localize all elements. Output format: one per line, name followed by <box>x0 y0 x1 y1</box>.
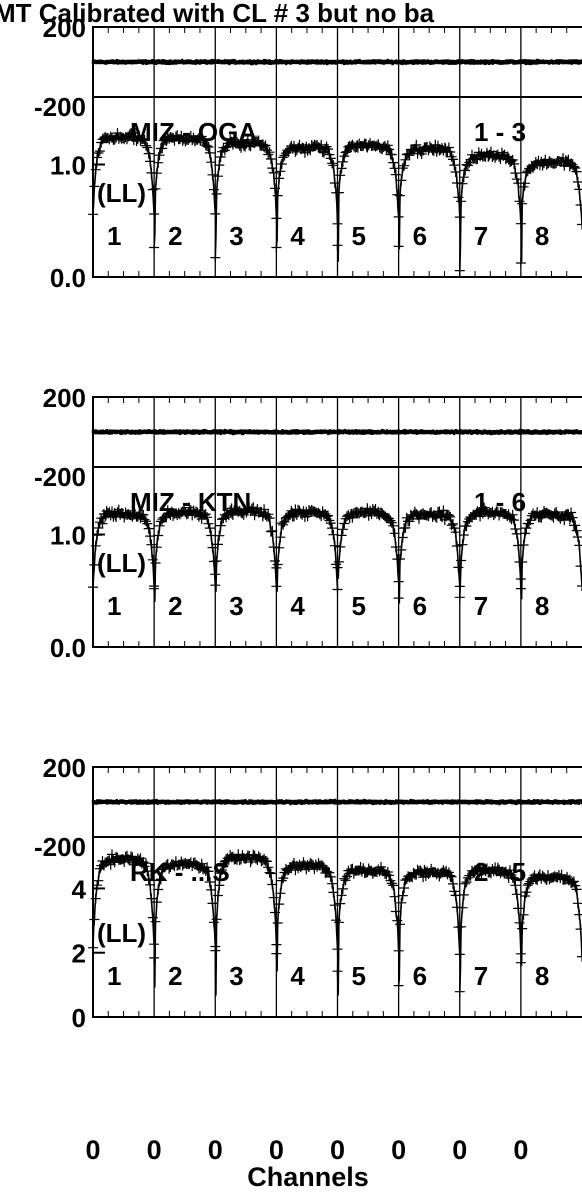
x-tick-label: 0 <box>513 1135 528 1165</box>
phase-points <box>91 798 582 806</box>
spw-label-4: 4 <box>290 961 305 991</box>
spw-label-7: 7 <box>474 961 488 991</box>
baseline-label: RK - ...S <box>130 857 230 887</box>
x-tick-label: 0 <box>208 1135 223 1165</box>
chart-title: MT Calibrated with CL # 3 but no ba <box>0 0 435 28</box>
spw-label-3: 3 <box>229 591 243 621</box>
spw-label-8: 8 <box>535 961 549 991</box>
spw-label-1: 1 <box>107 221 121 251</box>
polarization-label: (LL) <box>97 548 146 578</box>
spw-label-8: 8 <box>535 591 549 621</box>
baseline-number-label: 1 - 3 <box>474 117 526 147</box>
spw-label-6: 6 <box>413 961 427 991</box>
x-tick-label: 0 <box>147 1135 162 1165</box>
amplitude-frame <box>92 466 582 648</box>
phase-tick-label: -200 <box>34 832 86 862</box>
spw-label-3: 3 <box>229 961 243 991</box>
x-tick-label: 0 <box>452 1135 467 1165</box>
amplitude-markers <box>88 502 582 604</box>
spw-label-1: 1 <box>107 591 121 621</box>
spw-label-8: 8 <box>535 221 549 251</box>
spw-label-2: 2 <box>168 961 182 991</box>
baseline-number-label: 2 - 5 <box>474 857 526 887</box>
polarization-label: (LL) <box>97 178 146 208</box>
phase-tick-label: -200 <box>34 462 86 492</box>
x-axis-label: Channels <box>247 1162 369 1192</box>
spw-label-5: 5 <box>352 961 366 991</box>
spw-label-3: 3 <box>229 221 243 251</box>
spw-label-7: 7 <box>474 591 488 621</box>
phase-tick-label: -200 <box>34 92 86 122</box>
spw-label-1: 1 <box>107 961 121 991</box>
spw-label-2: 2 <box>168 221 182 251</box>
spw-label-4: 4 <box>290 591 305 621</box>
phase-points <box>91 58 582 66</box>
amplitude-tick-label: 1.0 <box>50 521 86 551</box>
phase-tick-label: 200 <box>43 13 86 43</box>
baseline-label: MIZ - OGA <box>130 117 257 147</box>
phase-tick-label: 200 <box>43 753 86 783</box>
x-tick-label: 0 <box>85 1135 100 1165</box>
x-tick-label: 0 <box>391 1135 406 1165</box>
amplitude-tick-label: 1.0 <box>50 151 86 181</box>
spw-label-2: 2 <box>168 591 182 621</box>
spw-label-6: 6 <box>413 591 427 621</box>
amplitude-tick-label: 0.0 <box>50 633 86 663</box>
amplitude-tick-label: 0.0 <box>50 263 86 293</box>
spw-label-4: 4 <box>290 221 305 251</box>
phase-points <box>91 428 582 436</box>
amplitude-tick-label: 4 <box>72 874 87 904</box>
amplitude-tick-label: 0 <box>72 1003 86 1033</box>
baseline-number-label: 1 - 6 <box>474 487 526 517</box>
polarization-label: (LL) <box>97 918 146 948</box>
x-tick-label: 0 <box>269 1135 284 1165</box>
panel-2: 200 -200 0.0 1.0 MIZ - KTN 1 - 6 (LL) 1 2 3 4 5 6 7 8 <box>34 383 582 663</box>
spw-label-5: 5 <box>352 591 366 621</box>
amplitude-markers <box>88 127 582 276</box>
baseline-label: MIZ - KTN <box>130 487 251 517</box>
x-tick-label: 0 <box>330 1135 345 1165</box>
phase-tick-label: 200 <box>43 383 86 413</box>
amplitude-tick-label: 2 <box>72 939 86 969</box>
spw-label-6: 6 <box>413 221 427 251</box>
amplitude-markers <box>88 849 582 997</box>
spw-label-7: 7 <box>474 221 488 251</box>
panel-1: 200 -200 0.0 1.0 MIZ - OGA 1 - 3 (LL) 1 2 3 4 5 6 7 8 <box>34 13 582 293</box>
spw-label-5: 5 <box>352 221 366 251</box>
